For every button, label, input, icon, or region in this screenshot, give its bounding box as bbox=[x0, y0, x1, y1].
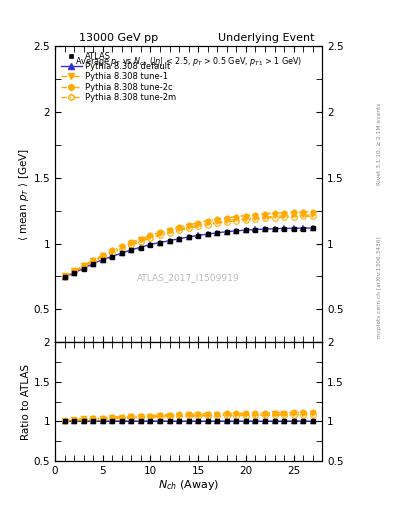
Y-axis label: Ratio to ATLAS: Ratio to ATLAS bbox=[21, 364, 31, 440]
Legend: ATLAS, Pythia 8.308 default, Pythia 8.308 tune-1, Pythia 8.308 tune-2c, Pythia 8: ATLAS, Pythia 8.308 default, Pythia 8.30… bbox=[59, 50, 178, 103]
Text: Underlying Event: Underlying Event bbox=[218, 33, 314, 44]
X-axis label: $N_{ch}$ (Away): $N_{ch}$ (Away) bbox=[158, 478, 219, 493]
Text: ATLAS_2017_I1509919: ATLAS_2017_I1509919 bbox=[137, 272, 240, 282]
Text: mcplots.cern.ch [arXiv:1306.3436]: mcplots.cern.ch [arXiv:1306.3436] bbox=[377, 236, 382, 337]
Text: Average $p_T$ vs $N_{ch}$ ($|\eta|$ < 2.5, $p_T$ > 0.5 GeV, $p_{T1}$ > 1 GeV): Average $p_T$ vs $N_{ch}$ ($|\eta|$ < 2.… bbox=[75, 55, 302, 68]
Y-axis label: $\langle$ mean $p_T$ $\rangle$ [GeV]: $\langle$ mean $p_T$ $\rangle$ [GeV] bbox=[17, 148, 31, 241]
Text: Rivet 3.1.10, ≥ 2.1M events: Rivet 3.1.10, ≥ 2.1M events bbox=[377, 102, 382, 184]
Text: 13000 GeV pp: 13000 GeV pp bbox=[79, 33, 158, 44]
